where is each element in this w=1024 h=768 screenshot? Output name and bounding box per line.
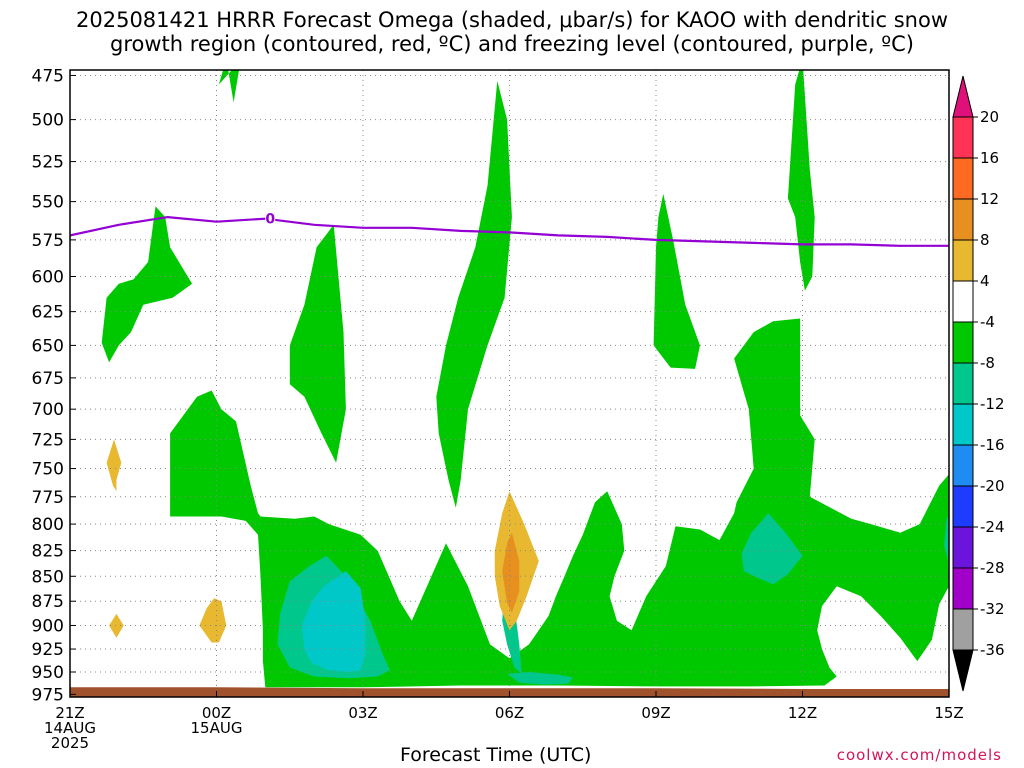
omega-region-3 xyxy=(436,80,512,508)
omega-region-10 xyxy=(741,513,803,585)
x-axis-title: Forecast Time (UTC) xyxy=(400,744,592,766)
omega-region-0 xyxy=(218,70,240,103)
omega-shading-layer xyxy=(101,70,949,688)
colorbar-bin xyxy=(952,362,974,405)
y-tick-label: 850 xyxy=(32,567,64,587)
omega-region-2 xyxy=(289,224,346,463)
colorbar-bin xyxy=(952,403,974,446)
omega-region-15 xyxy=(199,598,227,643)
y-tick-label: 825 xyxy=(32,542,64,562)
y-tick-label: 975 xyxy=(32,685,64,705)
x-tick-label: 00Z xyxy=(202,704,231,722)
y-tick-label: 525 xyxy=(32,153,64,173)
colorbar-label: 12 xyxy=(980,190,999,208)
y-tick-label: 750 xyxy=(32,460,64,480)
colorbar-label: -28 xyxy=(980,559,1005,577)
colorbar-label: 8 xyxy=(980,231,990,249)
freezing-level-line xyxy=(70,215,949,247)
y-tick-label: 575 xyxy=(32,231,64,251)
colorbar-label: -8 xyxy=(980,354,995,372)
omega-region-13 xyxy=(106,439,122,492)
colorbar-label: -16 xyxy=(980,436,1005,454)
y-tick-label: 550 xyxy=(32,193,64,213)
colorbar-bin xyxy=(952,526,974,569)
freezing-level-layer: 0 xyxy=(70,210,949,247)
colorbar-bin xyxy=(952,485,974,528)
omega-region-17 xyxy=(502,532,520,613)
colorbar-bin xyxy=(952,280,974,323)
chart-title-line-1: 2025081421 HRRR Forecast Omega (shaded, … xyxy=(76,8,948,32)
x-tick-label: 06Z xyxy=(495,704,524,722)
omega-region-1 xyxy=(101,206,193,363)
omega-region-14 xyxy=(109,613,124,638)
colorbar-bin xyxy=(952,239,974,282)
x-tick-label: 21Z xyxy=(55,704,84,722)
y-tick-label: 475 xyxy=(32,66,64,86)
omega-region-11 xyxy=(944,515,949,564)
colorbar-bin xyxy=(952,444,974,487)
y-tick-label: 600 xyxy=(32,268,64,288)
colorbar-bin xyxy=(952,608,974,651)
colorbar-bin xyxy=(952,157,974,200)
colorbar-label: -4 xyxy=(980,313,995,331)
x-tick-label: 12Z xyxy=(788,704,817,722)
y-tick-label: 725 xyxy=(32,430,64,450)
colorbar: 20 16 12 8 4 -4 -8 -12 -16 -20 -24 -28 -32 -36 xyxy=(952,75,1005,692)
freezing-level-label-bg xyxy=(265,210,276,225)
x-tick-label: 09Z xyxy=(641,704,670,722)
y-tick-label: 875 xyxy=(32,592,64,612)
colorbar-label: 20 xyxy=(980,108,999,126)
credit-link[interactable]: coolwx.com/models xyxy=(836,746,1002,764)
omega-region-5 xyxy=(787,70,815,291)
y-tick-label: 925 xyxy=(32,640,64,660)
colorbar-label: -32 xyxy=(980,600,1005,618)
colorbar-label: -24 xyxy=(980,518,1005,536)
colorbar-bin xyxy=(952,198,974,241)
x-tick-label: 2025 xyxy=(51,734,89,752)
x-tick-label: 15AUG xyxy=(191,719,243,737)
colorbar-bin xyxy=(952,321,974,364)
colorbar-label: -12 xyxy=(980,395,1005,413)
colorbar-bin xyxy=(952,116,974,159)
y-axis-ticks: 475 500 525 550 575 600 625 650 675 700 725 750 775 8… xyxy=(32,66,76,705)
omega-region-4 xyxy=(653,193,700,369)
chart-title-line-2: growth region (contoured, red, ºC) and f… xyxy=(110,32,914,56)
x-tick-label: 14AUG xyxy=(44,719,96,737)
omega-region-12 xyxy=(302,571,366,672)
omega-region-6 xyxy=(170,318,949,688)
x-tick-label: 03Z xyxy=(348,704,377,722)
colorbar-bottom-arrow xyxy=(952,649,974,692)
colorbar-bin xyxy=(952,567,974,610)
colorbar-label: -20 xyxy=(980,477,1005,495)
colorbar-label: 4 xyxy=(980,272,990,290)
omega-region-9 xyxy=(507,672,573,685)
y-tick-label: 900 xyxy=(32,616,64,636)
freezing-level-label: 0 xyxy=(265,212,275,228)
y-tick-label: 675 xyxy=(32,369,64,389)
y-tick-label: 800 xyxy=(32,515,64,535)
colorbar-label: -36 xyxy=(980,641,1005,659)
y-tick-label: 650 xyxy=(32,336,64,356)
y-tick-label: 775 xyxy=(32,488,64,508)
x-tick-label: 15Z xyxy=(934,704,963,722)
y-tick-label: 625 xyxy=(32,303,64,323)
y-tick-label: 700 xyxy=(32,400,64,420)
colorbar-label: 16 xyxy=(980,149,999,167)
y-tick-label: 950 xyxy=(32,663,64,683)
colorbar-top-arrow xyxy=(952,75,974,118)
y-tick-label: 500 xyxy=(32,111,64,131)
